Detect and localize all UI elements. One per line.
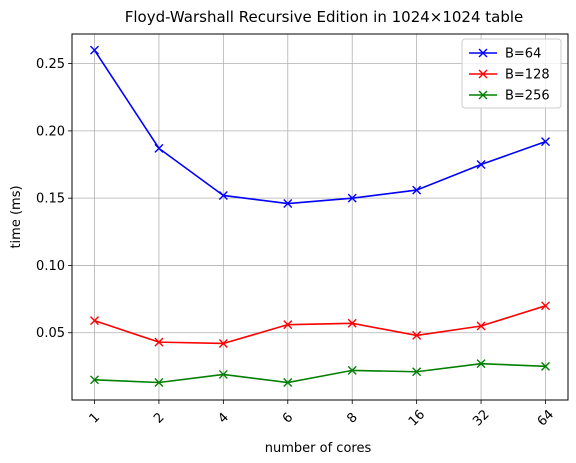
series-B=64	[90, 45, 550, 209]
data-point-marker	[154, 337, 164, 347]
y-tick-label: 0.25	[36, 57, 65, 72]
data-point-marker	[283, 199, 293, 209]
data-point-marker	[218, 338, 228, 348]
series-line	[94, 362, 546, 384]
data-point-marker	[476, 321, 486, 331]
plot-frame	[71, 33, 569, 401]
data-point-marker	[283, 378, 293, 388]
data-point-marker	[218, 369, 228, 379]
data-point-marker	[154, 378, 164, 388]
series-B=256	[90, 359, 550, 388]
y-tick-label: 0.15	[36, 192, 65, 207]
y-tick-label: 0.05	[36, 326, 65, 341]
y-ticks: 0.05 0.10 0.15 0.20 0.25	[36, 57, 72, 341]
data-point-marker	[476, 160, 486, 170]
y-axis-label: time (ms)	[9, 185, 24, 248]
legend-item: B=256	[469, 89, 550, 104]
data-point-marker	[90, 45, 99, 55]
data-point-marker	[154, 143, 164, 153]
data-point-marker	[218, 190, 228, 200]
data-point-marker	[412, 185, 422, 195]
legend-label: B=128	[505, 68, 550, 83]
data-point-marker	[476, 359, 486, 369]
legend-marker	[478, 90, 488, 100]
legend: B=64 B=128 B=256	[461, 38, 562, 109]
series-line	[93, 49, 546, 205]
data-point-marker	[541, 301, 550, 311]
data-point-marker	[90, 316, 99, 326]
y-tick-label: 0.20	[36, 124, 65, 139]
series-line	[94, 305, 546, 345]
data-point-marker	[347, 318, 357, 328]
data-point-marker	[347, 193, 357, 203]
data-point-marker	[283, 320, 293, 330]
data-point-marker	[90, 375, 99, 385]
data-point-marker	[541, 361, 550, 371]
data-point-marker	[412, 330, 422, 340]
y-tick-label: 0.10	[36, 259, 65, 274]
legend-item: B=128	[469, 68, 550, 83]
legend-item: B=64	[469, 47, 541, 62]
series-layer	[90, 45, 550, 388]
legend-marker	[478, 69, 488, 79]
data-point-marker	[412, 367, 422, 377]
chart-title: Floyd-Warshall Recursive Edition in 1024…	[125, 8, 524, 26]
data-point-marker	[347, 365, 357, 375]
series-B=128	[90, 301, 550, 348]
data-point-marker	[541, 137, 550, 147]
legend-marker	[478, 48, 488, 58]
x-axis-label: number of cores	[265, 441, 372, 456]
legend-label: B=256	[505, 89, 550, 104]
legend-label: B=64	[505, 47, 541, 62]
